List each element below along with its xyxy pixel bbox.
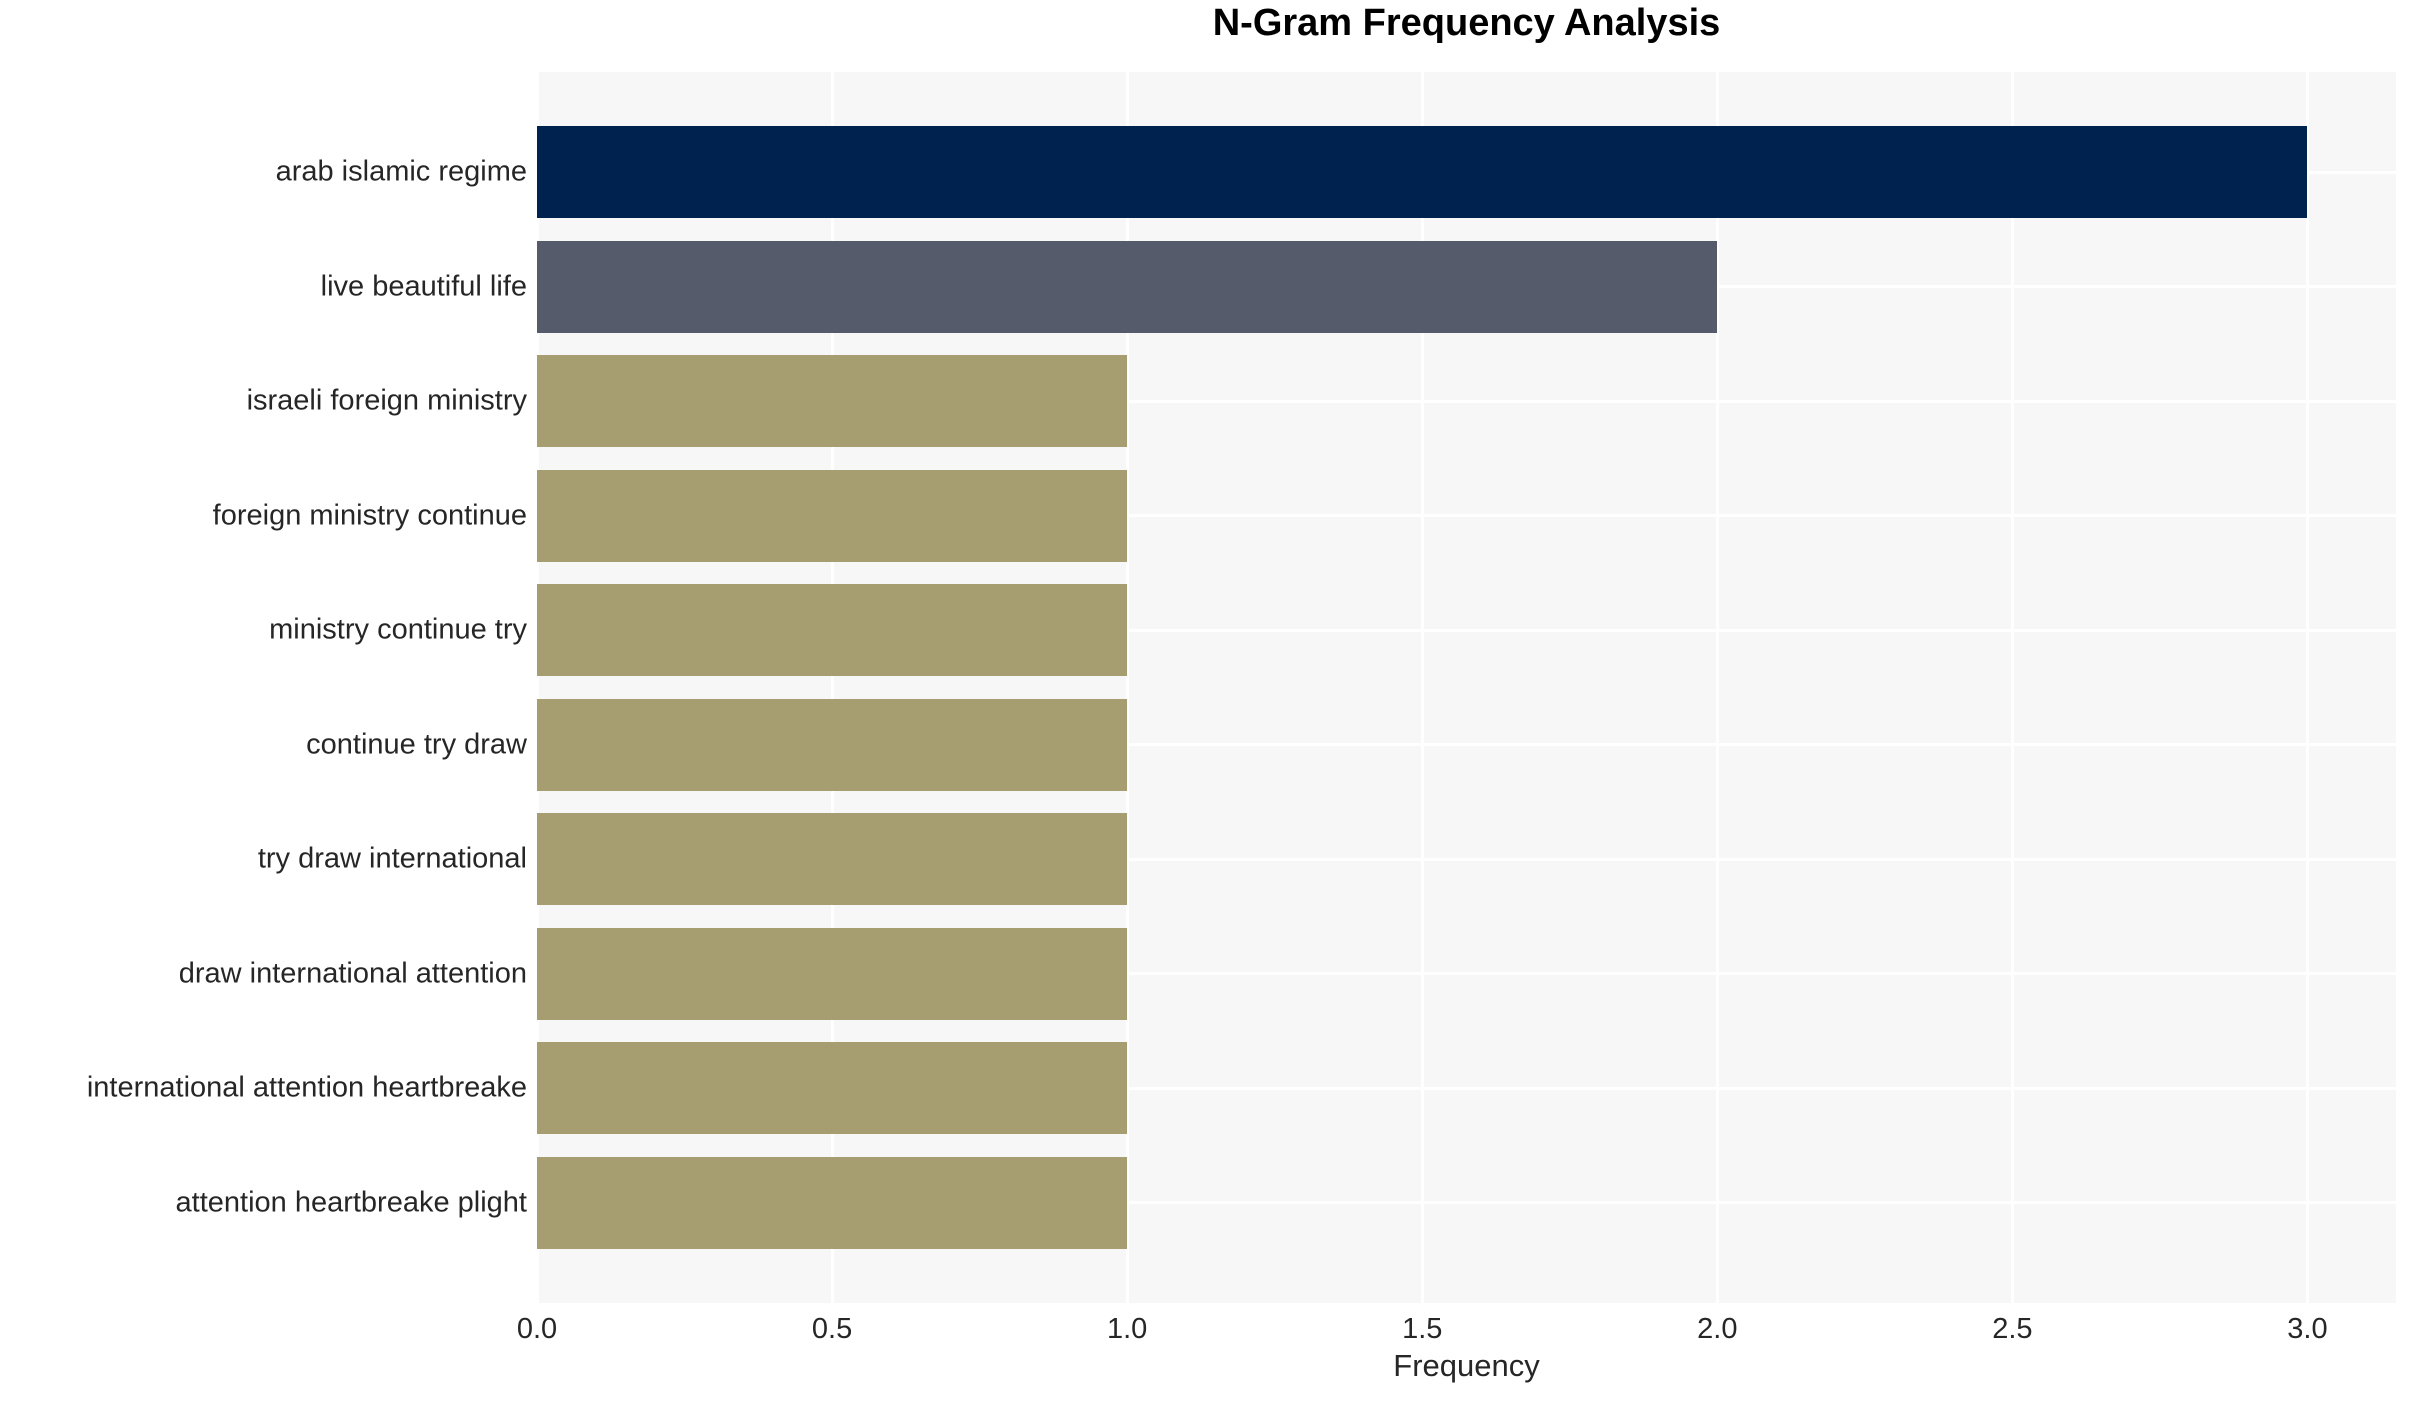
x-tick-label: 0.0 [516, 1313, 558, 1345]
bar-international-attention-heartbreake [537, 1042, 1128, 1135]
bar-foreign-ministry-continue [537, 469, 1128, 562]
bar-layer [537, 72, 2396, 1303]
horizontal-gridline [537, 857, 2396, 861]
horizontal-gridline [537, 514, 2396, 518]
horizontal-gridline [537, 399, 2396, 403]
bar-draw-international-attention [537, 927, 1128, 1020]
bar-try-draw-international [537, 813, 1128, 906]
category-label: continue try draw [306, 728, 527, 761]
vertical-gridline [830, 72, 834, 1303]
category-label: foreign ministry continue [212, 499, 527, 532]
category-label: ministry continue try [269, 613, 527, 646]
vertical-gridline [1420, 72, 1424, 1303]
bar-continue-try-draw [537, 698, 1128, 791]
vertical-gridline [535, 72, 539, 1303]
horizontal-gridline [537, 628, 2396, 632]
horizontal-gridline [537, 1201, 2396, 1205]
bar-arab-islamic-regime [537, 126, 2308, 219]
chart-title: N-Gram Frequency Analysis [1212, 2, 1721, 44]
x-tick-label: 1.0 [1106, 1313, 1148, 1345]
category-label: draw international attention [178, 957, 527, 990]
x-axis-title: Frequency [1393, 1348, 1540, 1383]
bar-attention-heartbreake-plight [537, 1156, 1128, 1249]
x-tick-label: 3.0 [2287, 1313, 2328, 1345]
x-tick-label: 2.0 [1697, 1313, 1738, 1345]
category-label: arab islamic regime [275, 155, 527, 188]
x-tick-label: 0.5 [811, 1313, 853, 1345]
category-label: live beautiful life [320, 270, 527, 303]
x-tick-label: 2.5 [1992, 1313, 2033, 1345]
bar-israeli-foreign-ministry [537, 355, 1128, 448]
horizontal-gridline [537, 1086, 2396, 1090]
bar-live-beautiful-life [537, 240, 1718, 333]
vertical-gridline [2010, 72, 2014, 1303]
plot-area [535, 72, 2396, 1303]
category-label: try draw international [257, 842, 527, 875]
horizontal-gridline [537, 972, 2396, 976]
category-label: international attention heartbreake [86, 1071, 527, 1104]
vertical-gridline [1715, 72, 1719, 1303]
vertical-gridline [1125, 72, 1129, 1303]
category-label: attention heartbreake plight [175, 1186, 527, 1219]
horizontal-gridline [537, 743, 2396, 747]
bar-ministry-continue-try [537, 584, 1128, 677]
x-tick-label: 1.5 [1402, 1313, 1443, 1345]
vertical-gridline [2305, 72, 2309, 1303]
category-label: israeli foreign ministry [246, 384, 527, 417]
